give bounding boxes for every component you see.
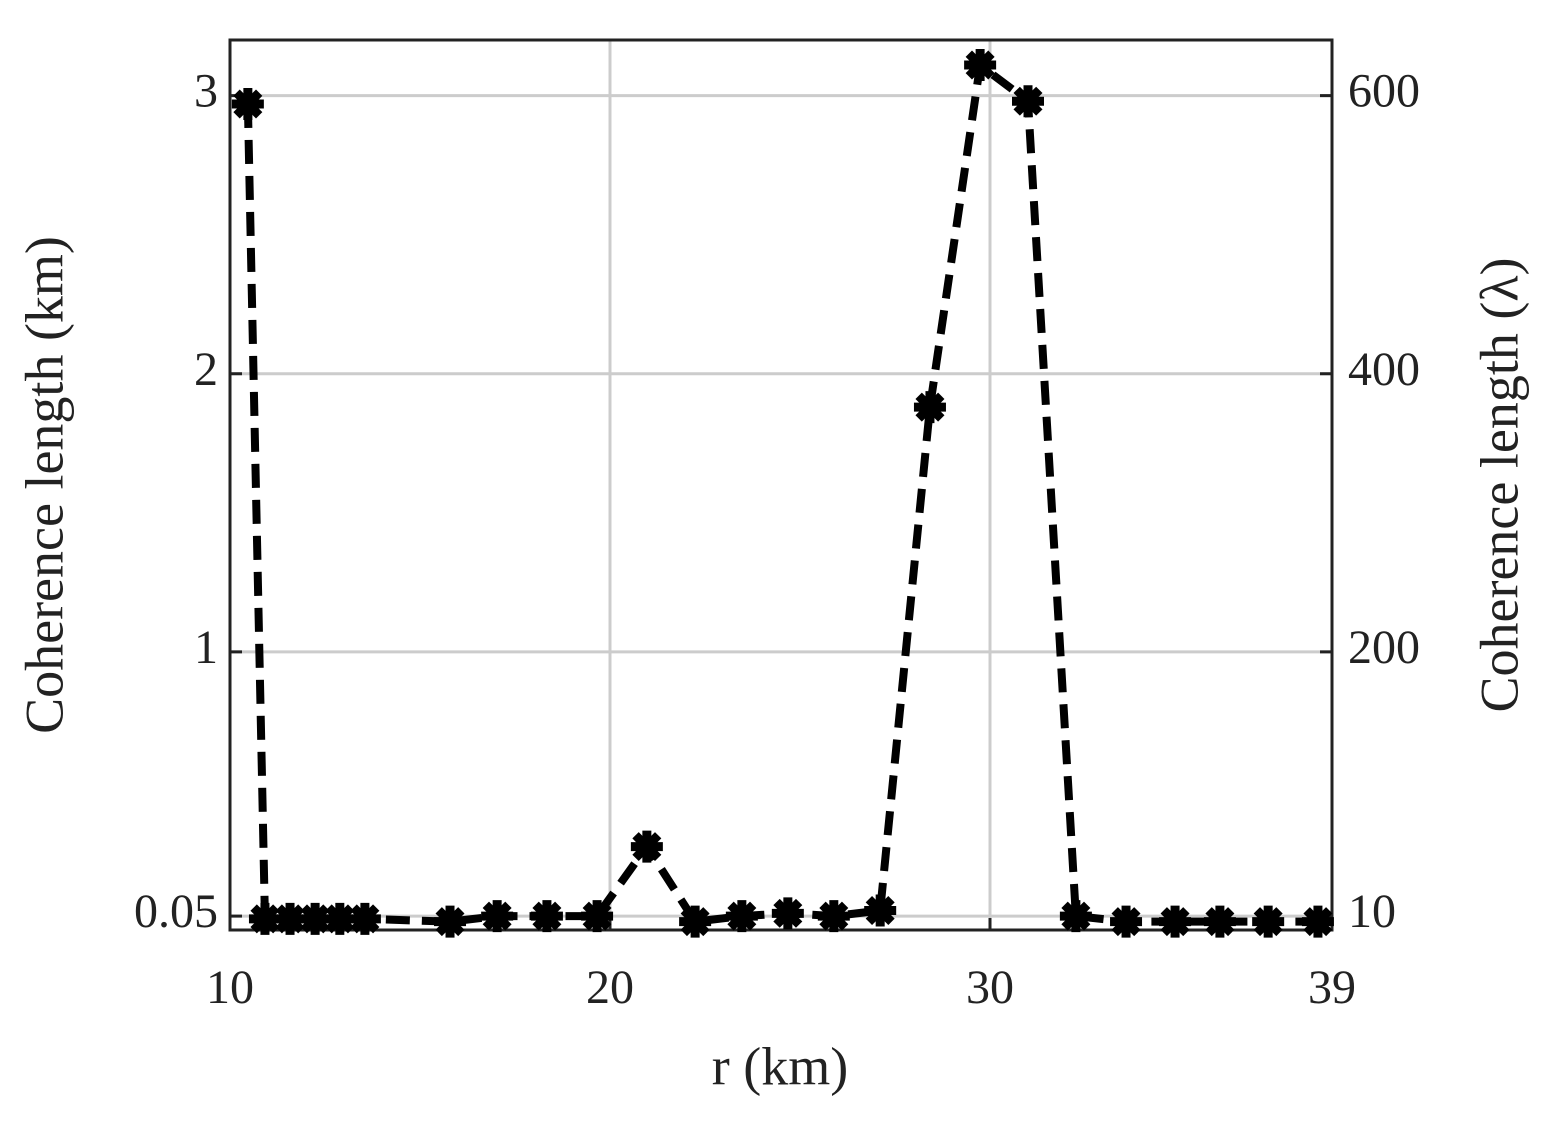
marker — [1110, 905, 1143, 938]
marker-stroke — [325, 904, 355, 934]
marker-stroke — [300, 904, 330, 934]
marker — [771, 897, 804, 930]
marker — [530, 900, 563, 933]
marker-stroke — [865, 896, 895, 926]
marker — [348, 902, 381, 935]
marker — [1252, 905, 1285, 938]
marker — [1059, 900, 1092, 933]
marker-stroke — [1303, 907, 1333, 937]
marker — [630, 830, 663, 863]
marker-stroke — [773, 898, 803, 928]
marker — [913, 391, 946, 424]
y-axis-label: Coherence length (km) — [14, 236, 74, 734]
marker — [864, 894, 897, 927]
marker-stroke — [1253, 907, 1283, 937]
y2-tick-label: 600 — [1348, 65, 1420, 118]
marker-stroke — [350, 904, 380, 934]
y2-tick-label: 10 — [1348, 885, 1396, 938]
marker — [679, 905, 712, 938]
marker-stroke — [680, 907, 710, 937]
y-tick-label: 0.05 — [134, 885, 218, 938]
data-line — [243, 57, 1318, 926]
marker-stroke — [632, 832, 662, 862]
plot-frame — [228, 38, 1334, 932]
x-axis-label: r (km) — [712, 1036, 848, 1096]
marker — [481, 900, 514, 933]
marker — [817, 900, 850, 933]
x-tick-label: 20 — [586, 961, 634, 1014]
marker-stroke — [532, 901, 562, 931]
x-tick-label: 10 — [206, 961, 254, 1014]
marker — [964, 49, 997, 82]
marker-stroke — [233, 89, 263, 119]
marker — [1301, 905, 1334, 938]
marker-stroke — [482, 901, 512, 931]
y2-tick-label: 200 — [1348, 621, 1420, 674]
y-tick-label: 2 — [194, 343, 218, 396]
marker-stroke — [250, 904, 280, 934]
marker-stroke — [1160, 907, 1190, 937]
y-tick-label: 3 — [194, 65, 218, 118]
marker-stroke — [275, 904, 305, 934]
marker — [1159, 905, 1192, 938]
marker — [725, 900, 758, 933]
marker-stroke — [727, 901, 757, 931]
x-tick-label: 30 — [966, 961, 1014, 1014]
y2-axis-label: Coherence length (λ) — [1469, 258, 1529, 713]
marker — [581, 900, 614, 933]
marker — [434, 905, 467, 938]
y2-tick-label: 400 — [1348, 343, 1420, 396]
y-tick-label: 1 — [194, 621, 218, 674]
marker-stroke — [1061, 901, 1091, 931]
x-tick-label: 39 — [1308, 961, 1356, 1014]
marker — [1203, 905, 1236, 938]
marker-stroke — [1013, 86, 1043, 116]
marker-stroke — [1111, 907, 1141, 937]
marker-stroke — [965, 50, 995, 80]
marker-stroke — [435, 907, 465, 937]
marker-stroke — [582, 901, 612, 931]
marker-stroke — [1205, 907, 1235, 937]
marker — [231, 87, 264, 120]
marker — [1012, 85, 1044, 118]
marker-stroke — [819, 901, 849, 931]
marker-stroke — [915, 392, 945, 422]
